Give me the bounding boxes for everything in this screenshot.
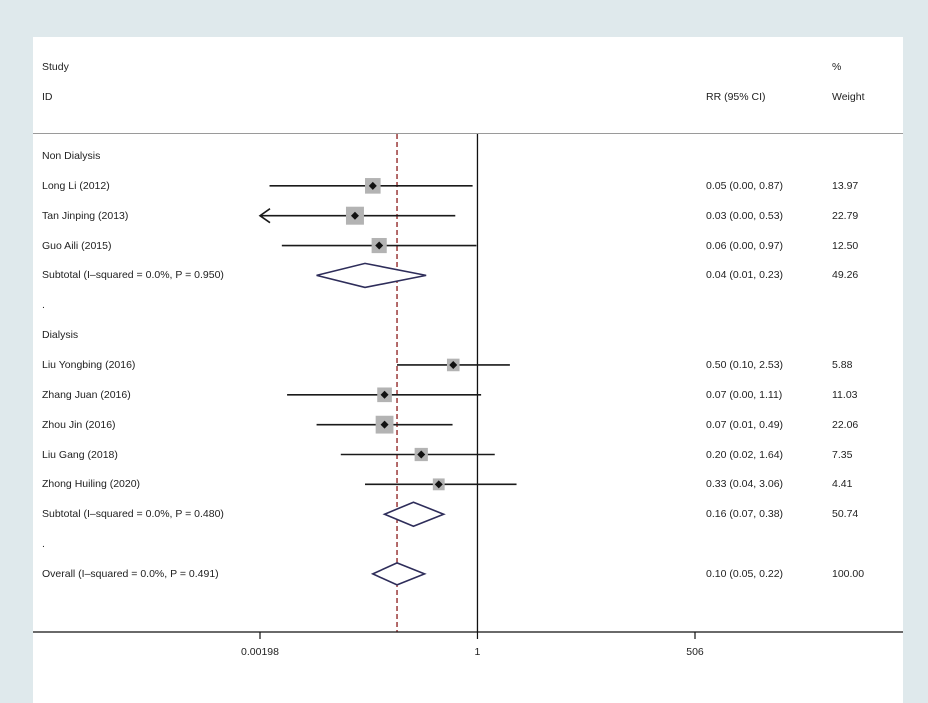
weight-value: 13.97 bbox=[832, 179, 859, 192]
study-row-label: Zhang Juan (2016) bbox=[42, 388, 131, 401]
weight-header: Weight bbox=[832, 91, 865, 103]
rr-ci-value: 0.07 (0.00, 1.11) bbox=[706, 388, 783, 401]
point-estimate bbox=[417, 450, 426, 459]
subtotal-row-label: Subtotal (I–squared = 0.0%, P = 0.480) bbox=[42, 508, 224, 521]
rr-ci-value: 0.20 (0.02, 1.64) bbox=[706, 448, 784, 461]
rr-ci-value: 0.04 (0.01, 0.23) bbox=[706, 269, 784, 282]
ci-arrow bbox=[258, 208, 271, 224]
weight-value: 11.03 bbox=[832, 388, 858, 401]
study-row-label: Guo Aili (2015) bbox=[42, 239, 112, 252]
id-header: ID bbox=[42, 91, 53, 103]
spacer-row-label: . bbox=[42, 538, 45, 551]
point-estimate bbox=[350, 211, 359, 220]
weight-value: 5.88 bbox=[832, 358, 853, 371]
point-estimate bbox=[380, 390, 389, 399]
subtotal-diamond bbox=[316, 262, 427, 289]
study-row-label: Long Li (2012) bbox=[42, 179, 110, 192]
rr-ci-value: 0.07 (0.01, 0.49) bbox=[706, 418, 784, 431]
spacer-row-label: . bbox=[42, 299, 45, 312]
weight-value: 22.79 bbox=[832, 209, 859, 222]
group-row-label: Non Dialysis bbox=[42, 150, 101, 162]
x-axis-tick-label: 506 bbox=[686, 646, 704, 658]
overall-diamond bbox=[370, 562, 427, 586]
point-estimate bbox=[368, 181, 377, 190]
weight-value: 50.74 bbox=[832, 508, 859, 521]
weight-value: 12.50 bbox=[832, 239, 859, 252]
group-row-label: Dialysis bbox=[42, 329, 79, 342]
rr-ci-value: 0.33 (0.04, 3.06) bbox=[706, 478, 784, 491]
study-row-label: Zhou Jin (2016) bbox=[42, 418, 116, 431]
study-row-label: Liu Gang (2018) bbox=[42, 448, 118, 461]
rr-ci-value: 0.05 (0.00, 0.87) bbox=[706, 179, 784, 192]
rr-ci-value: 0.50 (0.10, 2.53) bbox=[706, 358, 784, 371]
subtotal-row-label: Subtotal (I–squared = 0.0%, P = 0.950) bbox=[42, 269, 224, 282]
point-estimate bbox=[380, 420, 389, 429]
forest-plot-panel: Study ID RR (95% CI) % Weight Non Dialys… bbox=[33, 37, 903, 703]
weight-value: 100.00 bbox=[832, 567, 865, 580]
percent-header: % bbox=[832, 61, 842, 73]
study-row-label: Liu Yongbing (2016) bbox=[42, 358, 136, 371]
weight-value: 22.06 bbox=[832, 418, 859, 431]
point-estimate bbox=[434, 480, 443, 489]
study-row-label: Zhong Huiling (2020) bbox=[42, 478, 141, 491]
rr-ci-header: RR (95% CI) bbox=[706, 91, 766, 103]
x-axis-tick-label: 0.00198 bbox=[241, 646, 279, 658]
weight-value: 7.35 bbox=[832, 448, 853, 461]
subtotal-diamond bbox=[382, 501, 446, 528]
x-axis-tick-label: 1 bbox=[474, 646, 481, 658]
weight-value: 49.26 bbox=[832, 269, 859, 282]
point-estimate bbox=[449, 360, 458, 369]
rr-ci-value: 0.16 (0.07, 0.38) bbox=[706, 508, 784, 521]
weight-value: 4.41 bbox=[832, 478, 853, 491]
rr-ci-value: 0.10 (0.05, 0.22) bbox=[706, 567, 784, 580]
point-estimate bbox=[375, 241, 384, 250]
rr-ci-value: 0.03 (0.00, 0.53) bbox=[706, 209, 784, 222]
rr-ci-value: 0.06 (0.00, 0.97) bbox=[706, 239, 784, 252]
header-separator bbox=[33, 133, 903, 134]
forest-plot-canvas bbox=[33, 134, 903, 639]
study-header: Study bbox=[42, 61, 69, 73]
study-row-label: Tan Jinping (2013) bbox=[42, 209, 129, 222]
overall-row-label: Overall (I–squared = 0.0%, P = 0.491) bbox=[42, 567, 219, 580]
